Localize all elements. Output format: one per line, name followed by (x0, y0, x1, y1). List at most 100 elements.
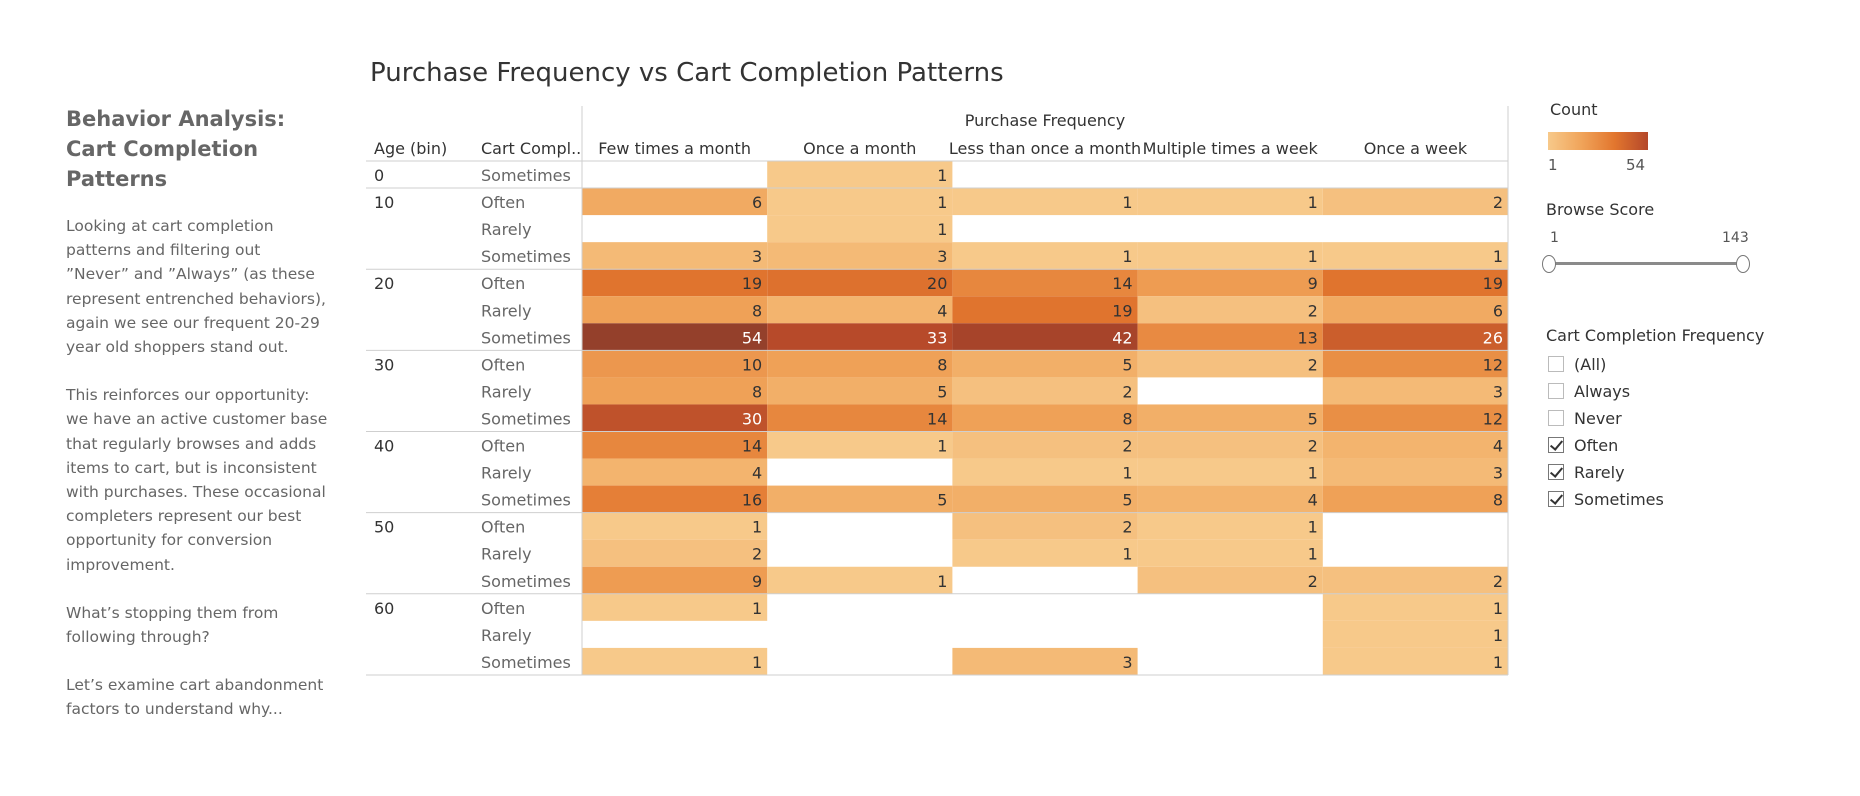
cell-value-label: 1 (1493, 599, 1503, 618)
cell-value-label: 2 (1308, 437, 1318, 456)
cell-value-label: 5 (937, 382, 947, 401)
cell-value-label: 1 (1493, 247, 1503, 266)
heat-cell (767, 566, 953, 594)
cell-value-label: 19 (1112, 301, 1132, 320)
filter-option-never[interactable]: Never (1548, 406, 1622, 430)
heat-cell (952, 458, 1138, 486)
cell-value-label: 12 (1483, 409, 1503, 428)
filter-checkbox[interactable] (1548, 491, 1564, 507)
heat-cell (1322, 485, 1508, 513)
heat-cell (1137, 458, 1323, 486)
filter-checkbox[interactable] (1548, 464, 1564, 480)
cart-completion-label: Often (481, 437, 525, 456)
column-header: Once a month (803, 139, 916, 158)
heat-cell (1137, 269, 1323, 297)
heat-cell (582, 566, 768, 594)
cell-value-label: 9 (752, 572, 762, 591)
heat-cell (952, 377, 1138, 405)
filter-option-label: Always (1574, 381, 1631, 401)
cell-value-label: 4 (1493, 437, 1503, 456)
age-bin-label: 10 (374, 193, 394, 212)
heat-cell (1137, 539, 1323, 567)
heat-cell (582, 647, 768, 675)
count-color-bar (1548, 132, 1648, 150)
cell-value-label: 1 (1122, 247, 1132, 266)
cell-value-label: 1 (1308, 464, 1318, 483)
filter-checkbox[interactable] (1548, 437, 1564, 453)
cell-value-label: 1 (937, 220, 947, 239)
heat-cell (767, 485, 953, 513)
cell-value-label: 2 (1308, 355, 1318, 374)
filter-option-always[interactable]: Always (1548, 379, 1630, 403)
cell-value-label: 19 (742, 274, 762, 293)
browse-score-slider-track[interactable] (1548, 262, 1743, 265)
cart-completion-label: Sometimes (481, 572, 571, 591)
heat-cell (1322, 269, 1508, 297)
cell-value-label: 3 (1493, 382, 1503, 401)
heat-cell (582, 431, 768, 459)
cart-completion-label: Sometimes (481, 491, 571, 510)
cart-completion-label: Rarely (481, 301, 532, 320)
cell-value-label: 2 (1308, 572, 1318, 591)
heat-cell (952, 431, 1138, 459)
filter-checkbox[interactable] (1548, 356, 1564, 372)
cell-value-label: 26 (1483, 328, 1503, 347)
row-header-cart: Cart Compl.. (481, 139, 581, 158)
heat-cell (1137, 485, 1323, 513)
heat-cell (952, 296, 1138, 324)
heat-cell (952, 539, 1138, 567)
cell-value-label: 5 (937, 491, 947, 510)
heat-cell (582, 512, 768, 540)
cart-completion-label: Often (481, 518, 525, 537)
cart-completion-label: Rarely (481, 545, 532, 564)
heat-cell (952, 647, 1138, 675)
heat-cell (1322, 566, 1508, 594)
cell-value-label: 8 (937, 355, 947, 374)
cell-value-label: 4 (752, 464, 762, 483)
heat-cell (767, 188, 953, 216)
cell-value-label: 4 (937, 301, 947, 320)
cell-value-label: 8 (1493, 491, 1503, 510)
cell-value-label: 1 (752, 599, 762, 618)
cell-value-label: 2 (1493, 193, 1503, 212)
heat-cell (582, 458, 768, 486)
cell-value-label: 54 (742, 328, 762, 347)
filter-option-label: Never (1574, 408, 1622, 428)
cell-value-label: 14 (927, 409, 947, 428)
heat-cell (1137, 350, 1323, 378)
browse-score-max-handle[interactable] (1736, 255, 1750, 273)
cell-value-label: 1 (1493, 653, 1503, 672)
cart-completion-label: Often (481, 274, 525, 293)
heat-cell (952, 323, 1138, 351)
heat-cell (1137, 404, 1323, 432)
cell-value-label: 2 (1122, 518, 1132, 537)
heat-cell (952, 404, 1138, 432)
cell-value-label: 33 (927, 328, 947, 347)
cell-value-label: 13 (1297, 328, 1317, 347)
filter-option-rarely[interactable]: Rarely (1548, 460, 1625, 484)
filter-option-often[interactable]: Often (1548, 433, 1618, 457)
cell-value-label: 1 (1308, 518, 1318, 537)
heat-cell (1137, 323, 1323, 351)
heat-cell (1137, 431, 1323, 459)
filter-option-sometimes[interactable]: Sometimes (1548, 487, 1664, 511)
browse-score-min-handle[interactable] (1542, 255, 1556, 273)
narrative-paragraph-3: What’s stopping them from following thro… (66, 603, 279, 647)
filter-checkbox[interactable] (1548, 383, 1564, 399)
cell-value-label: 3 (937, 247, 947, 266)
cell-value-label: 12 (1483, 355, 1503, 374)
heat-cell (1137, 188, 1323, 216)
cell-value-label: 3 (1493, 464, 1503, 483)
heat-cell (1322, 593, 1508, 621)
age-bin-label: 60 (374, 599, 394, 618)
cell-value-label: 16 (742, 491, 762, 510)
heat-cell (767, 269, 953, 297)
cell-value-label: 1 (1122, 545, 1132, 564)
heat-cell (1322, 323, 1508, 351)
filter-checkbox[interactable] (1548, 410, 1564, 426)
filter-option-all[interactable]: (All) (1548, 352, 1606, 376)
cell-value-label: 4 (1308, 491, 1318, 510)
cell-value-label: 1 (1308, 247, 1318, 266)
chart-title: Purchase Frequency vs Cart Completion Pa… (370, 58, 1004, 88)
cell-value-label: 10 (742, 355, 762, 374)
